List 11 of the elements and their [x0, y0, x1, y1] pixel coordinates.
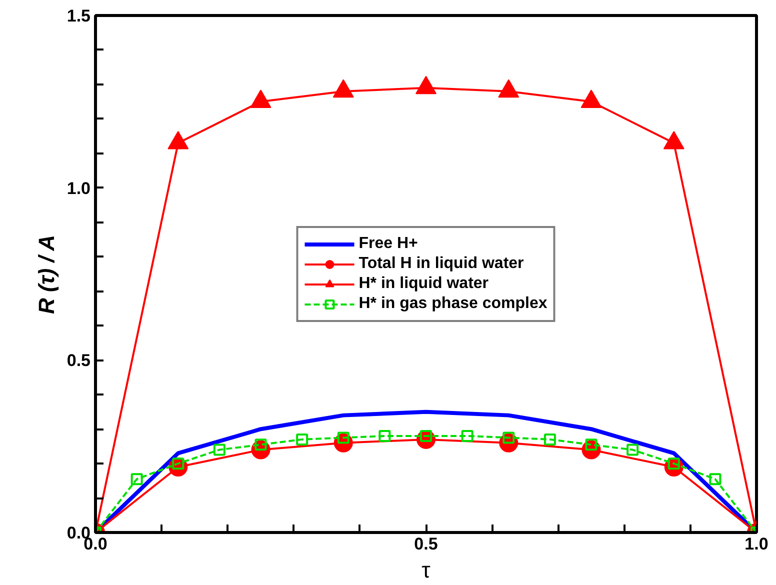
x-axis-title: τ [422, 558, 431, 582]
legend-label: Total H in liquid water [358, 254, 524, 272]
x-tick-label: 1.0 [744, 534, 768, 554]
y-axis-title: R (τ) / A [34, 234, 59, 314]
legend-label: H* in gas phase complex [358, 294, 548, 312]
y-tick-label: 1.5 [66, 6, 91, 26]
x-tick-label: 0.5 [414, 534, 438, 554]
legend-label: Free H+ [358, 234, 418, 252]
y-tick-label: 0.5 [66, 351, 91, 370]
y-tick-label: 1.0 [66, 178, 91, 198]
legend-label: H* in liquid water [358, 274, 489, 292]
